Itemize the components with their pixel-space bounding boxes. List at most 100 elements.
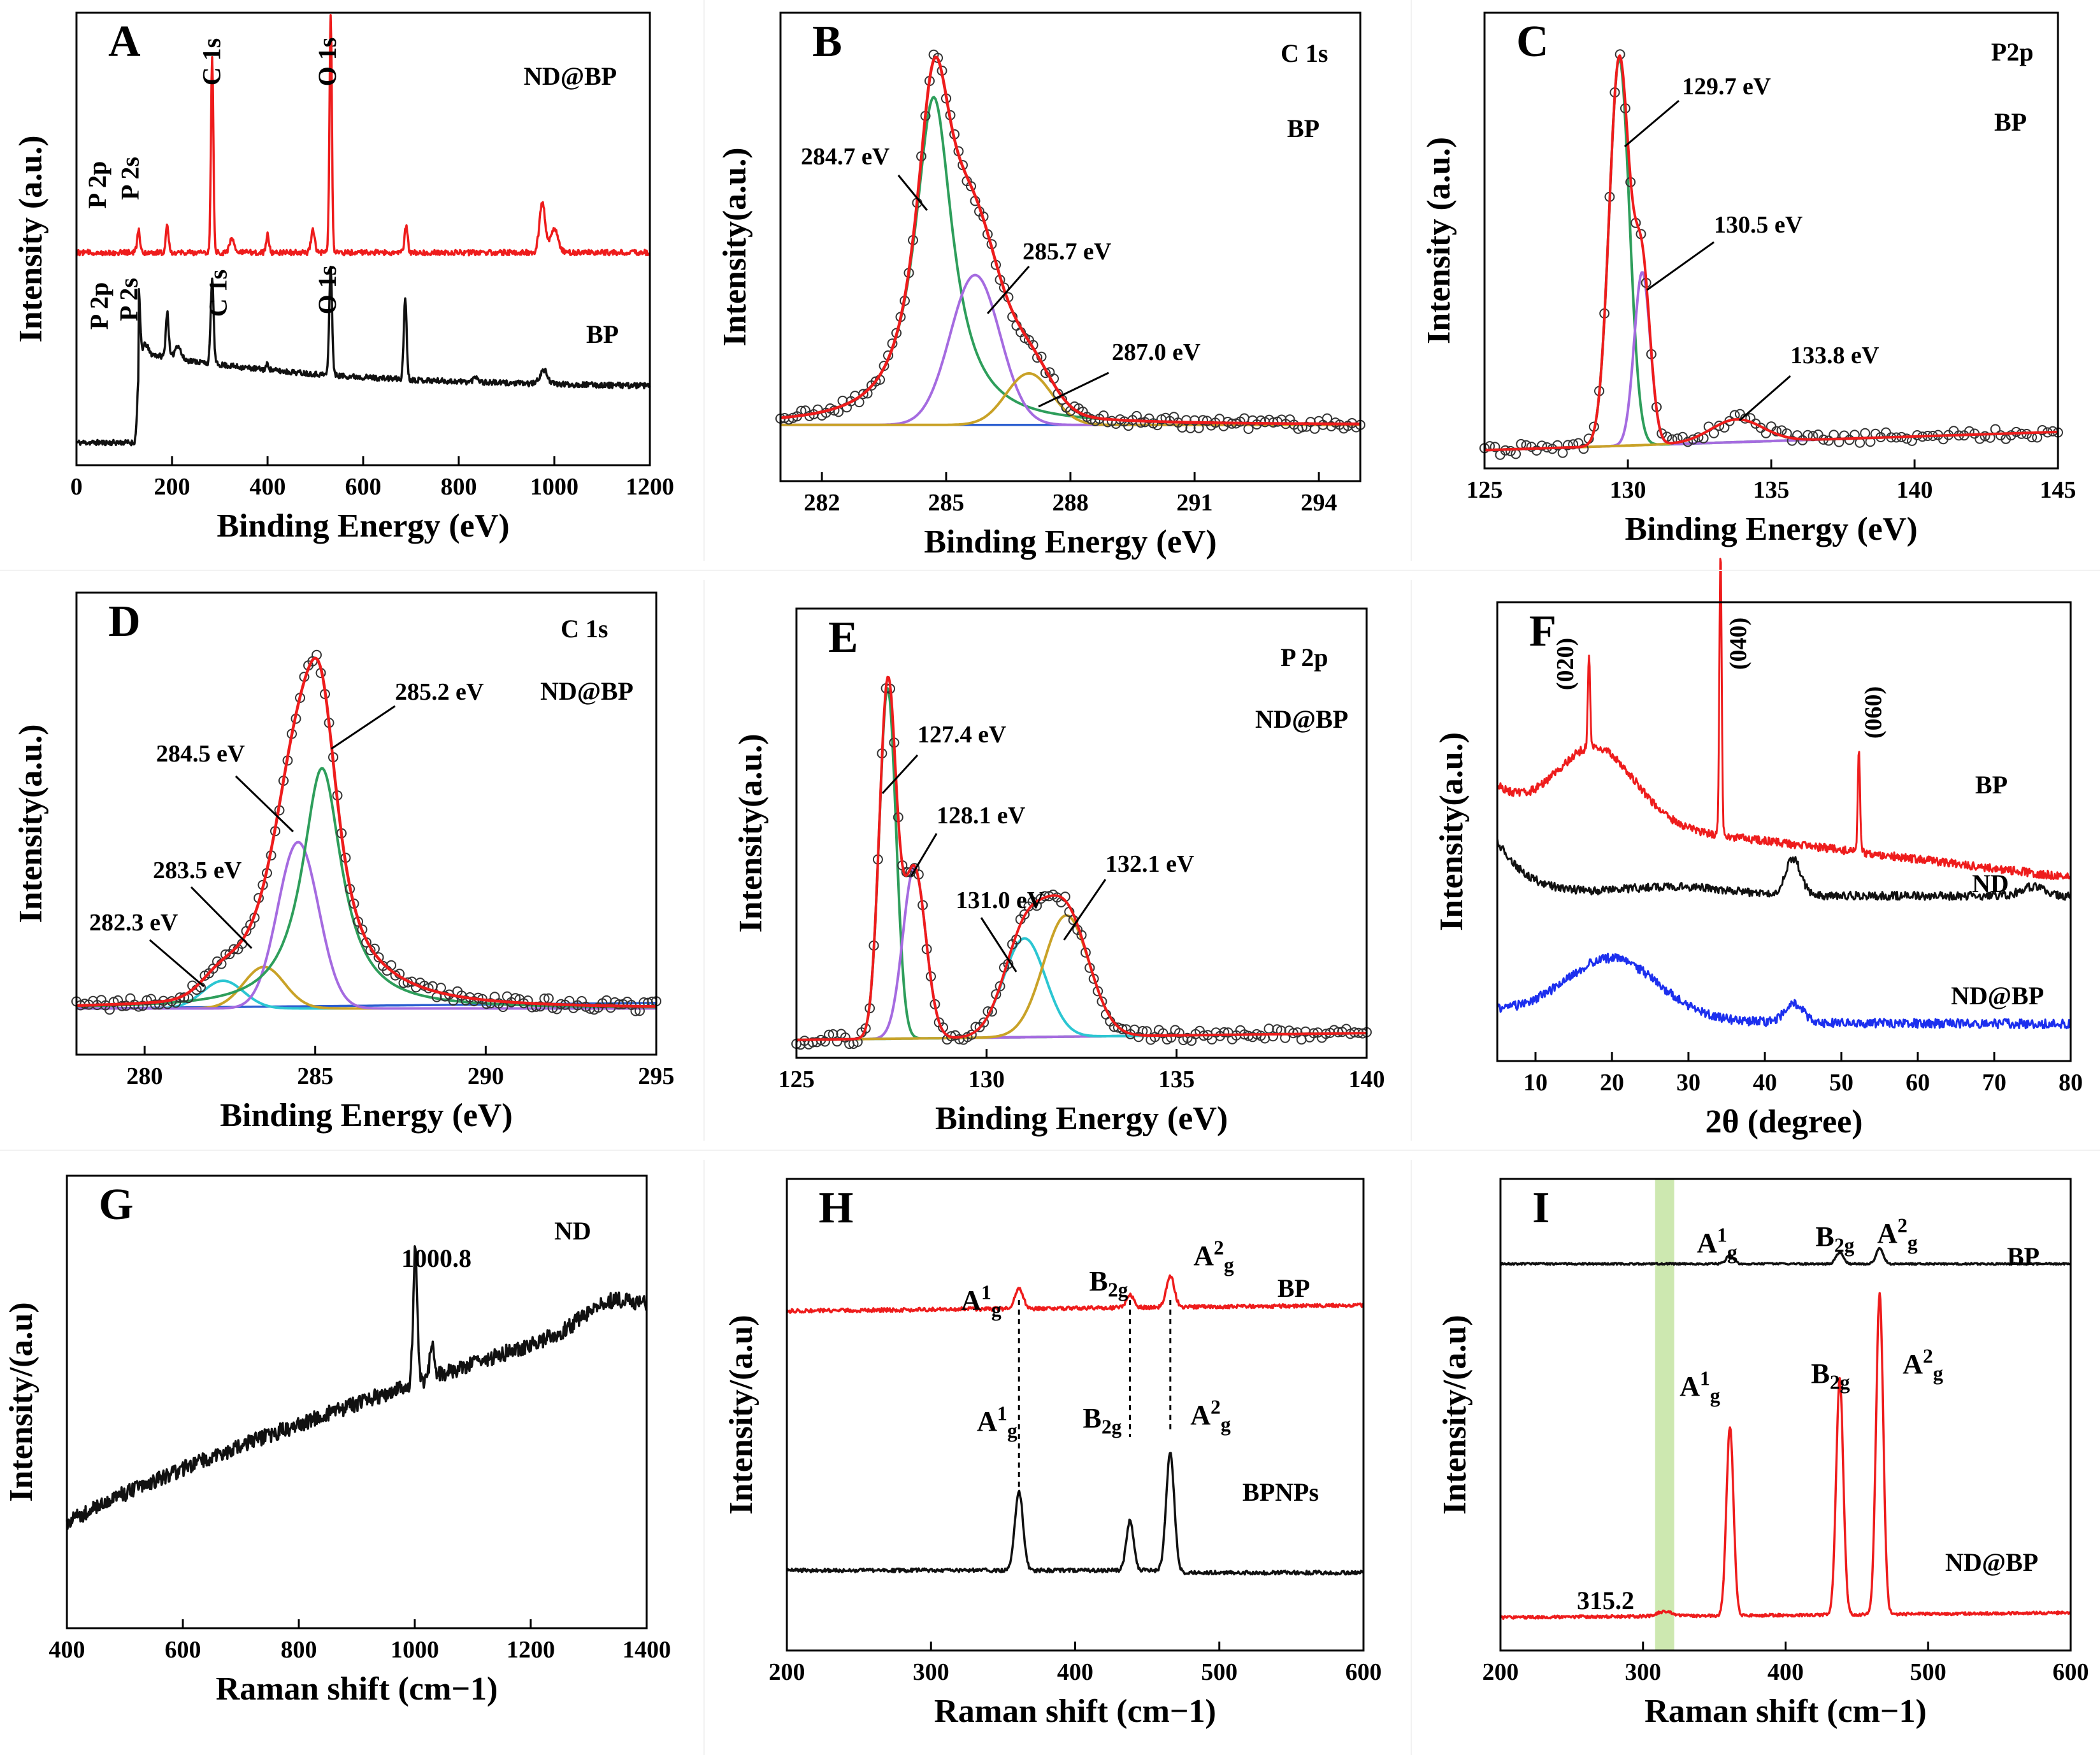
data-point-marker	[1505, 445, 1516, 456]
mode-label-a1g-bottom: A1g	[1679, 1367, 1720, 1406]
plot-frame	[75, 591, 658, 1056]
x-tick-label: 1000	[391, 1636, 439, 1663]
data-point-marker	[966, 181, 976, 192]
peak-label-315-2: 315.2	[1577, 1586, 1634, 1615]
x-tick-label: 400	[1767, 1659, 1804, 1686]
leader-line	[331, 705, 396, 750]
series-label-nd-bp: ND@BP	[1945, 1548, 2038, 1577]
x-tick-label: 0	[71, 473, 83, 500]
data-point-marker	[1813, 430, 1823, 440]
x-tick-label: 285	[928, 489, 965, 516]
x-tick-label: 145	[2040, 477, 2076, 503]
peak-label-127-4: 127.4 eV	[917, 721, 1007, 748]
y-axis-label: Intensity/(a.u)	[723, 1315, 759, 1514]
panel-B: 282 285 288 291 294 Binding Energy (eV) Intens…	[717, 11, 1365, 560]
fit-component-285-2	[76, 767, 656, 1009]
measured-data-points	[1479, 49, 2063, 460]
data-point-marker	[1135, 417, 1146, 428]
leader-line	[149, 939, 205, 988]
y-axis-label: Intensity(a.u.)	[13, 724, 49, 923]
data-point-marker	[1980, 431, 1990, 442]
miller-index-040: (040)	[1725, 618, 1751, 670]
mode-label-b2g-bottom: B2g	[1811, 1358, 1850, 1394]
data-point-marker	[125, 993, 136, 1004]
bp-raman-spectrum	[786, 1274, 1364, 1314]
p2s-label-top: P 2s	[116, 157, 145, 200]
peak-label-130-5: 130.5 eV	[1714, 212, 1803, 238]
peak-label-282-3: 282.3 eV	[89, 909, 178, 936]
x-tick-label: 294	[1301, 489, 1337, 516]
leader-line	[190, 886, 253, 950]
panel-letter: G	[99, 1180, 133, 1229]
fit-component-130-5	[1484, 271, 2059, 452]
data-point-marker	[2037, 425, 2048, 435]
x-tick-label: 130	[968, 1066, 1005, 1093]
x-tick-label: 285	[297, 1063, 333, 1090]
bpnps-raman-spectrum	[786, 1452, 1364, 1576]
x-tick-label: 600	[165, 1636, 201, 1663]
data-point-marker	[2006, 430, 2017, 441]
series-label-bp: BP	[1975, 770, 2008, 799]
o1s-label-top: O 1s	[313, 38, 342, 87]
peak-label-128-1: 128.1 eV	[937, 802, 1026, 829]
peak-label-285-7: 285.7 eV	[1023, 238, 1112, 265]
peak-label-285-2: 285.2 eV	[395, 679, 484, 705]
data-point-marker	[1117, 1023, 1128, 1034]
o1s-label-bottom: O 1s	[313, 266, 342, 315]
series-label-bp: BP	[1277, 1274, 1310, 1303]
data-point-marker	[831, 1036, 842, 1047]
leader-line	[234, 775, 294, 833]
x-tick-label: 50	[1829, 1069, 1853, 1096]
x-tick-label: 125	[779, 1066, 815, 1093]
y-axis-label: Intensity (a.u.)	[1421, 137, 1457, 344]
x-tick-label: 140	[1897, 477, 1933, 503]
p2s-label-bottom: P 2s	[115, 278, 143, 321]
x-tick-label: 200	[769, 1659, 805, 1686]
core-level-label: C 1s	[1281, 39, 1328, 68]
mode-label-a2g-top: A2g	[1877, 1214, 1918, 1253]
x-tick-label: 600	[1346, 1659, 1382, 1686]
panel-letter: B	[812, 17, 842, 66]
x-axis-label: Raman shift (cm−1)	[934, 1693, 1216, 1730]
data-point-marker	[1996, 430, 2006, 441]
mode-label-a2g-bottom: A2g	[1902, 1345, 1943, 1384]
data-point-marker	[1557, 447, 1568, 458]
plot-frame	[786, 1178, 1365, 1652]
nd-xrd-pattern	[1496, 838, 2072, 901]
fit-envelope	[76, 656, 656, 1008]
data-point-marker	[1568, 439, 1579, 450]
panel-A: 0 200 400 600 800 1000 1200 Binding Energy (eV)…	[13, 11, 674, 544]
plot-frame	[1499, 1178, 2072, 1652]
mode-label-a1g-top: A1g	[1697, 1224, 1737, 1263]
data-point-marker	[1219, 1027, 1230, 1037]
c1s-label-bottom: C 1s	[204, 270, 233, 317]
x-axis-label: Binding Energy (eV)	[1625, 511, 1917, 547]
data-point-marker	[1834, 437, 1845, 447]
y-axis-label: Intensity(a.u.)	[1434, 732, 1470, 931]
sample-label: BP	[1994, 108, 2027, 136]
plot-frame	[1496, 601, 2072, 1062]
data-point-marker	[1562, 440, 1573, 451]
x-axis-label: Raman shift (cm−1)	[1644, 1693, 1927, 1730]
bp-survey-spectrum	[76, 265, 651, 447]
series-label-nd: ND	[1972, 869, 2009, 898]
peak-label-132-1: 132.1 eV	[1105, 851, 1195, 877]
sample-label: ND@BP	[540, 677, 633, 705]
bp-raman-spectrum	[1499, 1246, 2071, 1266]
x-tick-label: 500	[1910, 1659, 1946, 1686]
miller-index-020: (020)	[1552, 638, 1579, 690]
data-point-marker	[1490, 442, 1500, 452]
panel-I: 200 300 400 500 600 Raman shift (cm−1) Intensi…	[1437, 1178, 2089, 1730]
nd-raman-spectrum	[66, 1245, 648, 1530]
x-tick-label: 10	[1523, 1069, 1548, 1096]
peak-label-284-7: 284.7 eV	[801, 143, 890, 170]
data-point-marker	[1823, 435, 1834, 446]
y-axis-label: Intensity(a.u.)	[733, 733, 769, 932]
core-level-label: P2p	[1991, 38, 2034, 66]
mode-label-a1g-bottom: A1g	[977, 1402, 1018, 1441]
data-point-marker	[979, 1017, 989, 1028]
series-label-bpnps: BPNPs	[1242, 1478, 1319, 1506]
x-tick-label: 1200	[507, 1636, 555, 1663]
x-axis-label: Binding Energy (eV)	[935, 1101, 1228, 1137]
panel-letter: I	[1532, 1183, 1550, 1232]
